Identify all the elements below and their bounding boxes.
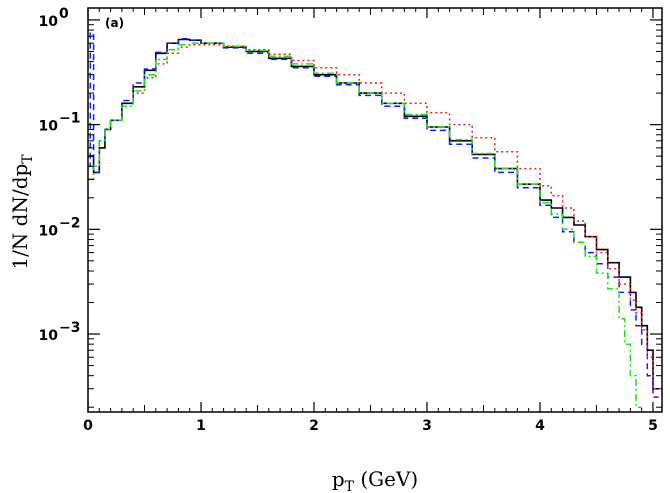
tick-marks [87, 8, 662, 412]
panel-label: (a) [105, 16, 124, 30]
x-axis-title: pT (GeV) [332, 467, 418, 493]
y-tick-label: 10 [39, 14, 59, 30]
x-tick-label: 5 [648, 418, 658, 434]
x-tick-label: 3 [422, 418, 432, 434]
series-2-line [88, 43, 659, 390]
y-tick-exponent: −2 [59, 215, 80, 231]
y-tick-label: 10 [39, 119, 59, 135]
y-axis-title-sub: T [20, 154, 36, 164]
x-axis-title-sub: T [345, 479, 355, 493]
y-tick-label: 10 [39, 223, 59, 239]
series-0-line [88, 38, 659, 390]
y-tick-exponent: −1 [59, 111, 80, 127]
series-1-line [88, 32, 659, 398]
x-axis-title-unit: (GeV) [354, 467, 418, 491]
y-tick-label: 10 [39, 328, 59, 344]
plot-area [88, 32, 659, 408]
plot-frame [87, 7, 663, 413]
x-tick-label: 0 [83, 418, 93, 434]
y-tick-exponent: 0 [59, 6, 69, 22]
x-tick-label: 4 [535, 418, 545, 434]
y-tick-exponent: −3 [59, 320, 80, 336]
x-tick-label: 2 [309, 418, 319, 434]
x-tick-label: 1 [196, 418, 206, 434]
x-axis-title-main: p [332, 467, 345, 491]
y-axis-title-main: 1/N dN/dp [8, 164, 32, 270]
series-3-line [88, 42, 642, 408]
y-axis-title: 1/N dN/dpT [8, 154, 36, 270]
